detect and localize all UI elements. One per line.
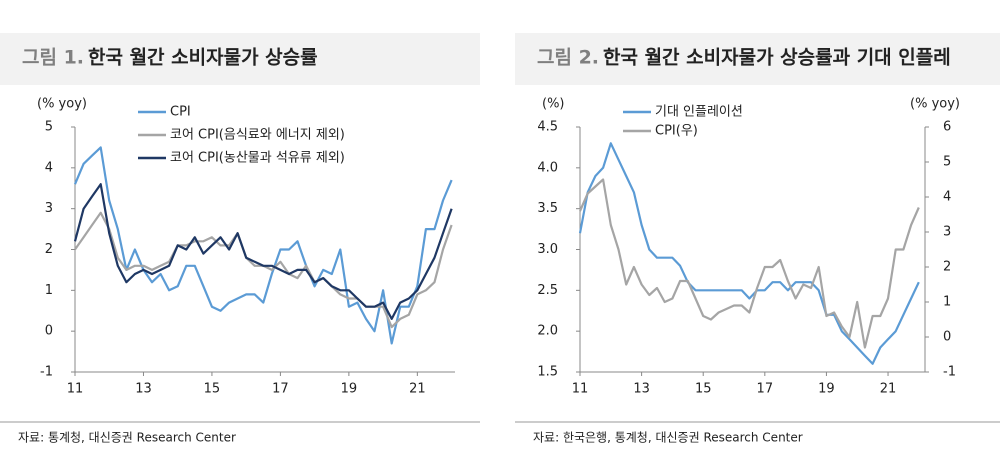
source: 자료: 한국은행, 통계청, 대신증권 Research Center (533, 430, 803, 445)
y2-tick-label: 5 (943, 155, 951, 170)
source: 자료: 통계청, 대신증권 Research Center (18, 431, 236, 445)
x-tick-label: 11 (67, 382, 84, 397)
x-tick-label: 17 (272, 382, 289, 397)
y2-tick-label: 4 (943, 190, 951, 205)
y-tick-label: 3.0 (537, 242, 558, 257)
x-tick-label: 11 (572, 382, 589, 397)
y2-tick-label: 3 (943, 225, 951, 240)
x-tick-label: 13 (135, 382, 152, 397)
x-tick-label: 15 (204, 382, 221, 397)
y-tick-label: 5 (45, 120, 53, 135)
legend-label: 코어 CPI(농산물과 석유류 제외) (170, 151, 345, 166)
x-tick-label: 19 (818, 382, 835, 397)
series-line (74, 211, 453, 329)
y-tick-label: 1.5 (537, 365, 558, 380)
y-tick-label: 1 (45, 283, 53, 298)
figure-label: 그림 2. (537, 47, 599, 69)
figure-label: 그림 1. (22, 47, 84, 69)
y-axis-label: (%) (542, 97, 565, 112)
y-tick-label: -1 (40, 365, 53, 380)
y-tick-label: 2 (45, 242, 53, 257)
y-tick-label: 4 (45, 160, 53, 175)
x-tick-label: 21 (409, 382, 426, 397)
y2-axis-label: (% yoy) (910, 97, 960, 112)
y-tick-label: 4.5 (537, 120, 558, 135)
y2-tick-label: -1 (943, 365, 956, 380)
y-tick-label: 3 (45, 201, 53, 216)
series-line (578, 142, 920, 365)
x-tick-label: 17 (757, 382, 774, 397)
series-line (73, 146, 453, 345)
legend-label: 기대 인플레이션 (655, 105, 743, 120)
y-tick-label: 4.0 (537, 160, 558, 175)
title-band (0, 33, 480, 85)
x-tick-label: 19 (341, 382, 358, 397)
y2-tick-label: 1 (943, 295, 951, 310)
legend-label: 코어 CPI(음식료와 에너지 제외) (170, 128, 345, 143)
y-tick-label: 2.5 (537, 283, 558, 298)
y2-tick-label: 0 (943, 330, 951, 345)
y-tick-label: 3.5 (537, 201, 558, 216)
y2-tick-label: 6 (943, 120, 951, 135)
series-line (578, 178, 920, 349)
x-tick-label: 13 (633, 382, 650, 397)
legend-label: CPI (170, 105, 191, 120)
series-line (73, 183, 453, 320)
x-tick-label: 21 (880, 382, 897, 397)
y-axis-label: (% yoy) (37, 97, 87, 112)
chart-title: 한국 월간 소비자물가 상승률과 기대 인플레 (603, 47, 951, 69)
legend-label: CPI(우) (655, 124, 698, 139)
y2-tick-label: 2 (943, 260, 951, 275)
y-tick-label: 0 (45, 324, 53, 339)
y-tick-label: 2.0 (537, 324, 558, 339)
x-tick-label: 15 (695, 382, 712, 397)
chart-title: 한국 월간 소비자물가 상승률 (88, 47, 318, 69)
title-band (515, 33, 1000, 85)
